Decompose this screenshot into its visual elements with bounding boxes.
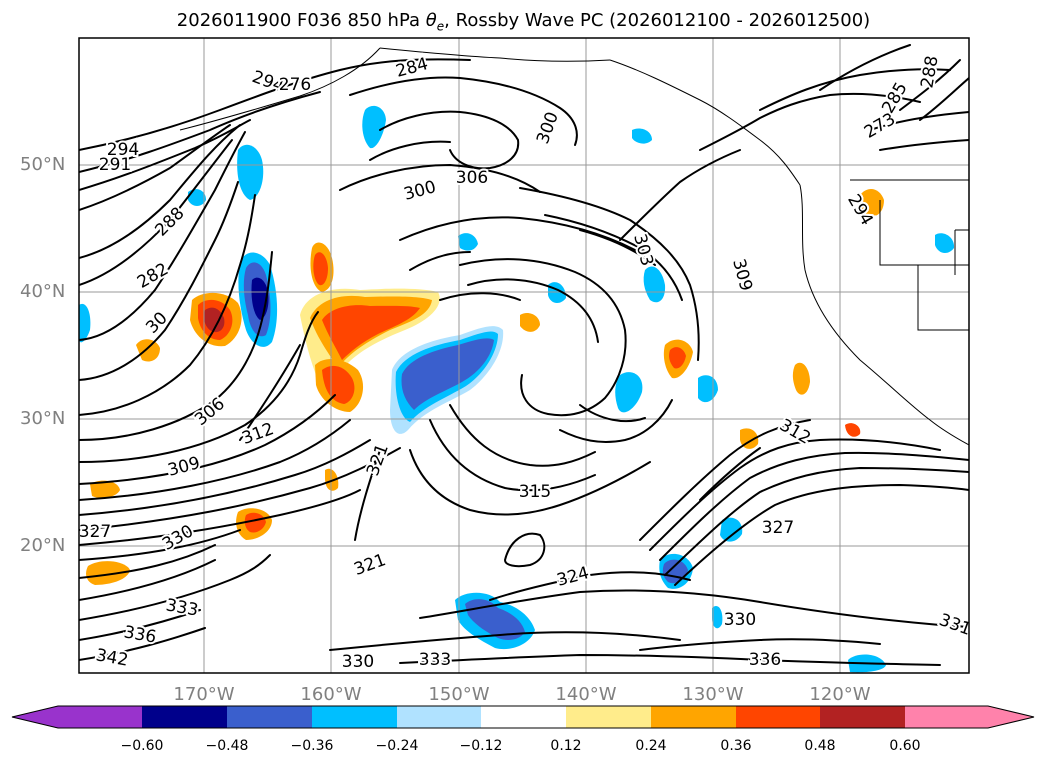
colorbar-extend-max	[988, 706, 1034, 728]
anomaly-negative	[401, 338, 494, 410]
anomaly-positive	[669, 347, 686, 369]
title-suffix: , Rossby Wave PC (2026012100 - 202601250…	[444, 10, 871, 31]
colorbar-tick-label: 0.12	[550, 738, 582, 754]
lon-label: 160°W	[300, 684, 362, 705]
contour-label: 330	[724, 610, 756, 630]
colorbar-segment	[312, 706, 397, 728]
anomaly-negative	[188, 189, 206, 206]
colorbar-segment	[58, 706, 142, 728]
colorbar-segment	[736, 706, 820, 728]
anomaly-positive	[204, 307, 225, 333]
contour-label: 330	[342, 652, 374, 672]
colorbar-segment	[227, 706, 312, 728]
anomaly-negative	[935, 233, 955, 254]
anomaly-negative	[79, 303, 91, 343]
lat-label: 50°N	[20, 154, 66, 175]
colorbar-tick-label: −0.48	[205, 738, 249, 754]
anomaly-positive	[90, 480, 120, 498]
colorbar-tick-label: 0.60	[889, 738, 921, 754]
anomaly-negative	[362, 105, 386, 149]
colorbar-outline	[11, 705, 1035, 729]
contour-label: 276	[279, 75, 311, 95]
colorbar-segment	[566, 706, 651, 728]
contour-label: 306	[456, 168, 488, 188]
colorbar-tick-label: −0.60	[120, 738, 164, 754]
anomaly-positive	[322, 365, 355, 404]
contour-label: 327	[79, 522, 111, 542]
lat-label: 30°N	[20, 408, 66, 429]
anomaly-positive	[520, 313, 540, 332]
anomaly-negative	[237, 144, 264, 200]
anomaly-positive	[86, 561, 130, 585]
colorbar-segment	[142, 706, 227, 728]
anomaly-positive	[859, 188, 884, 217]
theta-e-contours	[79, 44, 969, 666]
anomaly-negative	[632, 128, 652, 144]
anomaly-negative	[458, 233, 478, 251]
lon-label: 120°W	[809, 684, 871, 705]
anomaly-negative	[712, 605, 723, 629]
colorbar-tick-label: −0.36	[290, 738, 334, 754]
anomaly-positive	[322, 305, 420, 360]
theta-symbol: θ	[425, 10, 437, 31]
colorbar-tick-label: 0.24	[635, 738, 667, 754]
lon-label: 130°W	[682, 684, 744, 705]
theta-subscript: e	[436, 19, 445, 34]
colorbar-tick-label: 0.36	[720, 738, 752, 754]
anomaly-positive	[136, 339, 160, 362]
anomaly-positive	[244, 512, 266, 533]
lat-label: 40°N	[20, 281, 66, 302]
colorbar-segment	[651, 706, 736, 728]
anomaly-shading	[79, 105, 955, 673]
anomaly-positive	[845, 423, 861, 437]
colorbar-segment	[905, 706, 988, 728]
colorbar-segment	[397, 706, 481, 728]
colorbar-segment	[820, 706, 905, 728]
colorbar-tick-label: −0.24	[375, 738, 419, 754]
colorbar-tick-label: −0.12	[459, 738, 503, 754]
lon-label: 170°W	[173, 684, 235, 705]
colorbar-tick-label: 0.48	[804, 738, 836, 754]
anomaly-negative	[643, 266, 666, 303]
lat-label: 20°N	[20, 535, 66, 556]
anomaly-negative	[465, 599, 525, 640]
anomaly-positive	[325, 468, 339, 491]
lon-label: 150°W	[428, 684, 490, 705]
map-frame	[78, 37, 970, 674]
anomaly-positive	[313, 252, 328, 286]
contour-label: 333	[419, 650, 451, 670]
anomaly-negative	[615, 372, 643, 413]
contour-label: 291	[99, 155, 131, 175]
title-prefix: 2026011900 F036 850 hPa	[176, 10, 426, 31]
coastlines	[179, 47, 969, 446]
contour-label: 315	[519, 482, 551, 502]
contour-label: 327	[762, 518, 794, 538]
anomaly-negative	[720, 517, 743, 542]
colorbar-segment	[481, 706, 566, 728]
lon-label: 140°W	[555, 684, 617, 705]
anomaly-positive	[792, 362, 810, 395]
contour-label: 294	[107, 140, 139, 160]
colorbar-extend-min	[12, 706, 58, 728]
chart-title: 2026011900 F036 850 hPa θe, Rossby Wave …	[0, 10, 1047, 34]
contour-label: 336	[749, 650, 781, 670]
